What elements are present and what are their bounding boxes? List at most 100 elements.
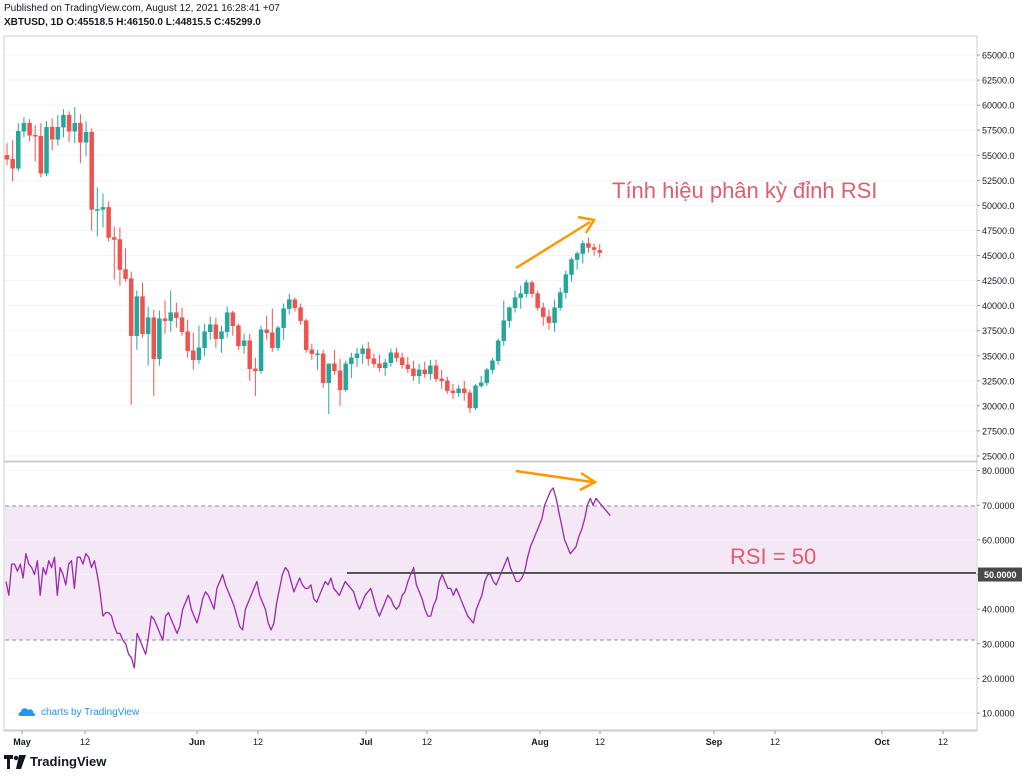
price-axis-label: 35000.0	[982, 351, 1015, 361]
candle-body	[428, 365, 433, 375]
tradingview-logo[interactable]: TradingView	[4, 754, 106, 769]
candle-body	[61, 114, 66, 128]
candle-body	[106, 207, 111, 238]
candle-body	[343, 363, 348, 391]
candle-body	[281, 308, 286, 328]
candle-body	[179, 317, 185, 332]
candle-body	[157, 318, 162, 360]
divergence-annotation-text: Tính hiệu phân kỳ đỉnh RSI	[612, 178, 877, 203]
candle-body	[597, 250, 602, 253]
candle-body	[185, 331, 190, 351]
candle-body	[524, 282, 529, 294]
price-axis-label: 60000.0	[982, 101, 1015, 111]
rsi-grid	[5, 470, 976, 714]
candle-body	[247, 340, 252, 370]
candle-body	[507, 307, 512, 321]
candle-body	[72, 122, 77, 132]
candle-body	[151, 317, 157, 360]
candle-body	[337, 370, 343, 391]
badge-text: charts by TradingView	[41, 706, 140, 718]
candle-body	[366, 348, 371, 360]
candle-body	[569, 259, 574, 275]
candle-body	[501, 320, 507, 341]
candle-body	[27, 122, 32, 136]
candle-body	[326, 363, 332, 384]
rsi-pane[interactable]: 10.0000 20.0000 30.0000 40.0000 50.0000 60.00…	[3, 461, 1022, 731]
charts-by-tradingview-badge[interactable]: charts by TradingView	[18, 706, 139, 718]
price-axis-label: 32500.0	[982, 376, 1015, 386]
rsi-annotation-text: RSI = 50	[730, 544, 816, 569]
price-axis-label: 27500.0	[982, 426, 1015, 436]
rsi-line	[5, 487, 611, 669]
candle-body	[382, 362, 388, 369]
candle-body	[490, 360, 495, 371]
time-axis-label: 12	[770, 737, 780, 747]
tradingview-cloud-icon	[18, 708, 36, 716]
candle-body	[213, 324, 219, 339]
candle-series	[4, 107, 602, 414]
tradingview-logo-icon	[4, 754, 26, 769]
candle-body	[360, 348, 365, 354]
candle-body	[399, 357, 405, 366]
candle-body	[349, 357, 354, 365]
tradingview-logo-text: TradingView	[30, 754, 107, 769]
rsi-axis-label: 10.0000	[982, 709, 1015, 719]
time-axis-label: Sep	[706, 737, 723, 747]
time-axis-label: Aug	[531, 737, 549, 747]
candle-body	[518, 293, 523, 298]
rsi-pane-border	[3, 461, 978, 731]
rsi-axis-label: 40.0000	[982, 605, 1015, 615]
candle-body	[467, 392, 473, 409]
candle-body	[591, 247, 597, 250]
candle-body	[174, 312, 179, 318]
candle-body	[416, 369, 422, 377]
candle-body	[303, 320, 309, 350]
candle-body	[433, 365, 439, 380]
candle-body	[140, 296, 145, 334]
price-pane[interactable]: 25000.0 27500.0 30000.0 32500.0 35000.0 37500…	[3, 35, 1015, 462]
time-axis-label: May	[13, 737, 31, 747]
candle-body	[580, 243, 586, 254]
candle-body	[377, 363, 382, 369]
candle-body	[529, 282, 535, 294]
candle-body	[145, 317, 151, 334]
candle-body	[309, 349, 315, 354]
time-axis-label: 12	[80, 737, 90, 747]
candle-body	[557, 292, 563, 308]
candle-body	[253, 368, 258, 372]
candle-body	[478, 382, 484, 387]
candle-body	[563, 274, 569, 293]
candle-body	[241, 340, 247, 346]
ohlc-legend: XBTUSD, 1D O:45518.5 H:46150.0 L:44815.5…	[4, 17, 261, 28]
price-grid	[5, 54, 976, 457]
candle-body	[332, 363, 337, 372]
candle-body	[191, 350, 196, 361]
candle-body	[21, 122, 27, 132]
candle-body	[83, 131, 89, 143]
price-axis-label: 25000.0	[982, 451, 1015, 461]
candle-body	[473, 385, 478, 409]
candle-body	[207, 324, 213, 332]
published-info: Published on TradingView.com, August 12,…	[4, 3, 280, 14]
candle-body	[586, 243, 591, 248]
candle-body	[264, 329, 269, 333]
time-axis-label: 12	[422, 737, 432, 747]
price-pane-border	[3, 35, 978, 462]
candle-body	[298, 307, 303, 321]
candle-body	[394, 352, 399, 359]
candle-body	[168, 312, 173, 321]
candle-body	[320, 353, 326, 384]
price-axis: 25000.0 27500.0 30000.0 32500.0 35000.0 37500…	[977, 51, 1015, 461]
candle-body	[512, 297, 518, 308]
rsi-axis-label: 70.0000	[982, 501, 1015, 511]
candle-body	[552, 307, 557, 323]
candle-body	[16, 130, 21, 169]
price-axis-label: 50000.0	[982, 201, 1015, 211]
candle-body	[315, 353, 320, 355]
candle-body	[66, 114, 72, 132]
candle-body	[388, 352, 394, 364]
candle-body	[78, 122, 83, 143]
price-axis-label: 65000.0	[982, 51, 1015, 61]
rsi-axis-label: 80.0000	[982, 466, 1015, 476]
